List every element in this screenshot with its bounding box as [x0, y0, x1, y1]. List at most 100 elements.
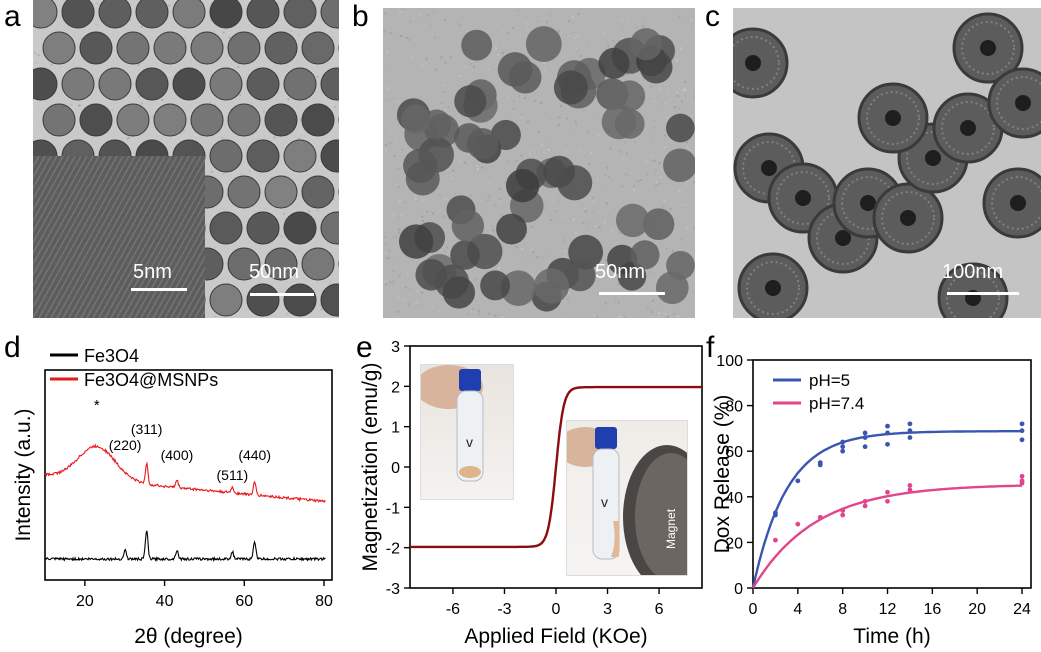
x-tick-label: 80: [315, 593, 333, 610]
data-point: [862, 444, 868, 450]
x-axis-label: 2θ (degree): [134, 625, 243, 648]
x-tick-label: 16: [923, 601, 941, 618]
data-point: [840, 439, 846, 445]
y-tick-label: -1: [386, 500, 400, 517]
y-axis-label: Dox Release (%): [711, 395, 734, 554]
peak-annotation: *: [94, 397, 100, 414]
y-tick-label: 20: [725, 535, 743, 552]
series-fe3o4: [44, 530, 326, 563]
data-point: [907, 487, 913, 493]
x-tick-label: 6: [655, 601, 664, 618]
scale-bar-b-label: 50nm: [595, 261, 646, 283]
peak-annotation: (511): [217, 467, 249, 483]
scale-bar-c-label: 100nm: [942, 261, 1004, 283]
data-point: [817, 514, 823, 520]
y-tick-label: 1: [391, 420, 400, 437]
peak-annotation: (311): [131, 421, 163, 437]
y-tick-label: 0: [391, 460, 400, 477]
y-tick-label: -2: [386, 541, 400, 558]
data-point: [862, 503, 868, 509]
fit-curve-1: [751, 484, 1023, 589]
data-point: [885, 441, 890, 447]
svg-text:v: v: [601, 494, 608, 510]
vial-photo-1: v: [420, 364, 514, 500]
magnetization-chart: -6 -3 0 3 6 -3 -2 -1 0 1 2 3 Applied Field (KOe) Magn…: [359, 340, 703, 648]
panel-label-f: f: [706, 331, 715, 364]
y-axis-label: Magnetization (emu/g): [359, 363, 382, 572]
data-point: [885, 489, 890, 495]
dox-release-chart: 0 4 8 12 16 20 24 0 20 40 60 80 100 Time (h) Dox Relea…: [711, 353, 1032, 648]
x-tick-label: 8: [838, 601, 847, 618]
data-point: [840, 444, 846, 450]
data-point: [885, 423, 890, 429]
plot-frame: [752, 359, 1032, 589]
data-point: [840, 512, 846, 518]
tem-image-a: 5nm 50nm: [33, 0, 339, 318]
data-point: [862, 435, 868, 440]
fit-curve-0: [751, 430, 1022, 589]
x-axis-label: Applied Field (KOe): [464, 625, 647, 648]
x-tick-label: -6: [446, 601, 460, 618]
tem-image-b: 50nm: [383, 8, 695, 318]
scale-bar-a-label: 50nm: [249, 261, 300, 283]
data-point: [1019, 428, 1025, 434]
panel-label-b: b: [352, 0, 369, 33]
peak-annotation: (220): [109, 437, 142, 453]
panel-label-a: a: [4, 0, 21, 33]
data-point: [773, 510, 778, 516]
scale-bar-c: [947, 292, 1019, 295]
data-point: [1019, 421, 1025, 427]
plot-frame: [44, 369, 333, 581]
data-point: [862, 430, 868, 436]
panel-label-d: d: [4, 331, 21, 364]
data-point: [907, 428, 913, 434]
y-tick-label: 2: [391, 379, 400, 396]
series-fe3o4-msnps: [44, 443, 326, 503]
y-tick-label: 0: [734, 581, 743, 598]
y-tick-label: 40: [725, 490, 743, 507]
data-point: [1019, 478, 1025, 484]
legend-label: Fe3O4: [84, 346, 139, 366]
scale-bar-inset: [131, 288, 187, 291]
x-tick-label: 20: [76, 593, 94, 610]
x-tick-label: 20: [968, 601, 986, 618]
y-tick-label: 60: [725, 444, 743, 461]
data-point: [1019, 437, 1025, 443]
data-point: [1019, 473, 1025, 479]
x-tick-label: 4: [793, 601, 802, 618]
tem-image-c: 100nm: [733, 8, 1041, 318]
panel-label-e: e: [356, 331, 373, 364]
data-point: [885, 430, 890, 436]
scale-bar-inset-label: 5nm: [133, 261, 172, 283]
x-tick-label: 0: [749, 601, 758, 618]
data-point: [907, 435, 913, 440]
x-axis-label: Time (h): [853, 625, 930, 648]
y-axis-label: Intensity (a.u.): [12, 408, 35, 541]
x-tick-label: 60: [235, 593, 253, 610]
data-point: [907, 421, 913, 427]
y-tick-label: 80: [725, 399, 743, 416]
y-tick-label: 100: [716, 353, 743, 370]
svg-text:v: v: [466, 434, 473, 450]
peak-annotation: (400): [161, 447, 194, 463]
data-point: [795, 478, 801, 484]
data-point: [885, 498, 890, 504]
x-tick-label: 12: [879, 601, 897, 618]
scale-bar-b: [599, 292, 665, 295]
data-point: [817, 460, 823, 465]
y-tick-label: -3: [386, 581, 400, 598]
x-tick-label: 0: [552, 601, 561, 618]
x-tick-label: 24: [1013, 601, 1031, 618]
series-magnetization: [410, 385, 702, 549]
peak-annotation: (440): [238, 447, 271, 463]
data-point: [840, 508, 846, 513]
data-point: [773, 537, 778, 543]
data-point: [795, 521, 801, 527]
magnet-label: Magnet: [664, 508, 678, 549]
data-point: [862, 498, 868, 504]
y-tick-label: 3: [391, 340, 400, 356]
x-tick-label: -3: [497, 601, 511, 618]
data-point: [840, 448, 846, 454]
legend-label: Fe3O4@MSNPs: [84, 370, 218, 390]
xrd-chart: 20 40 60 80 2θ (degree) Intensity (a.u.) Fe3O4…: [12, 346, 333, 648]
